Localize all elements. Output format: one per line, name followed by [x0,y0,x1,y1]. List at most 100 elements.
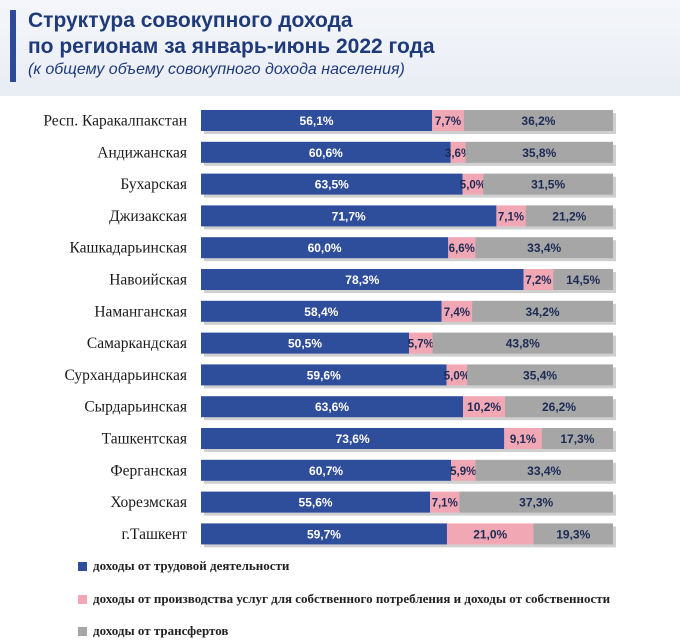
category-label: Андижанская [97,144,187,161]
bar-segment-labor [201,332,410,354]
bar-segment-labor [201,428,505,449]
category-label: Навоийская [109,272,187,289]
bar-segment-labor [201,491,431,513]
data-label-transfers: 36,2% [521,114,555,128]
bar-segment-services [463,396,506,418]
data-label-transfers: 37,3% [519,496,553,510]
data-label-transfers: 33,4% [527,241,561,255]
data-label-labor: 55,6% [299,496,333,510]
data-label-transfers: 33,4% [527,464,561,478]
bar-segment-labor [201,173,463,195]
bar-segment-services [446,364,468,386]
bar-segment-transfers [463,110,613,131]
data-label-labor: 78,3% [345,273,379,287]
bar-segment-labor [201,205,497,227]
bar-segment-labor [201,269,524,290]
data-label-labor: 50,5% [288,337,322,351]
data-label-services: 7,1% [498,211,524,223]
data-label-services: 5,0% [444,370,470,382]
data-label-transfers: 35,8% [522,146,556,160]
data-label-labor: 60,6% [309,146,343,160]
data-label-services: 10,2% [467,400,501,414]
data-label-transfers: 17,3% [560,432,594,446]
bar-segment-services [462,173,484,195]
data-label-transfers: 31,5% [531,178,565,192]
legend-swatch-labor [78,562,87,571]
bar-segment-services [523,269,554,290]
category-label: Кашкадарьинская [70,240,187,257]
category-label: Джизакская [109,208,187,225]
data-label-transfers: 26,2% [542,400,576,414]
legend-label-labor: доходы от трудовой деятельности [93,558,290,573]
bar-segment-transfers [475,237,613,259]
bar-segment-services [450,141,466,163]
data-label-transfers: 19,3% [556,527,590,541]
page-title-line-2: по регионам за январь-июнь 2022 года [28,35,435,58]
stacked-bar-chart: Респ. Каракалпакстан 56,1% 7,7% 36,2% Андижа… [43,110,616,548]
data-label-services: 3,6% [445,148,471,160]
data-label-services: 7,1% [432,498,458,510]
data-label-transfers: 21,2% [552,209,586,223]
data-label-labor: 58,4% [304,305,338,319]
data-label-labor: 56,1% [300,114,334,128]
bar-segment-services [441,300,473,322]
bar-segment-labor [201,237,449,259]
bar-segment-labor [201,141,451,163]
bar-segment-labor [201,396,464,418]
category-label: г.Ташкент [122,526,188,543]
bar-segment-services [451,459,476,481]
bar-segment-labor [201,459,452,481]
bar-segment-services [504,428,542,449]
data-label-labor: 59,6% [307,368,341,382]
page-subtitle: (к общему объему совокупного дохода насе… [28,61,405,78]
header-accent-bar [10,10,16,82]
data-label-services: 6,6% [449,243,475,255]
bar-segment-transfers [459,491,613,513]
bar-segment-services [496,205,526,227]
legend-label-transfers: доходы от трансфертов [93,623,229,638]
data-label-labor: 71,7% [332,209,366,223]
data-label-transfers: 14,5% [566,273,600,287]
data-label-services: 5,0% [460,180,486,192]
bar-segment-labor [201,523,447,545]
data-label-labor: 60,0% [308,241,342,255]
bar-segment-transfers [483,173,613,195]
bar-segment-labor [201,364,447,386]
data-label-labor: 63,5% [315,178,349,192]
category-label: Бухарская [120,176,187,193]
category-label: Респ. Каракалпакстан [43,113,187,130]
legend-swatch-transfers [78,627,87,636]
category-label: Самаркандская [87,335,187,352]
data-label-services: 7,4% [444,307,470,319]
bar-segment-services [448,237,476,259]
bar-segment-services [409,332,433,354]
header-panel: Структура совокупного дохода по регионам… [0,0,680,96]
category-label: Сырдарьинская [84,399,187,416]
legend-swatch-services [78,595,87,604]
data-label-labor: 63,6% [315,400,349,414]
data-label-services: 5,9% [450,466,476,478]
data-label-services: 9,1% [510,434,536,446]
data-label-services: 7,2% [525,275,551,287]
bar-segment-services [432,110,464,131]
bar-segment-transfers [472,300,613,322]
bar-segment-transfers [533,523,613,545]
bar-segment-labor [201,110,433,131]
data-label-services: 21,0% [473,527,507,541]
data-label-transfers: 35,4% [523,368,557,382]
category-label: Ферганская [110,462,187,479]
category-label: Ташкентская [102,431,187,448]
page-title-line-1: Структура совокупного дохода [28,9,353,32]
bar-segment-transfers [432,332,613,354]
bar-segment-transfers [475,459,613,481]
bar-segment-services [430,491,460,513]
bar-segment-services [446,523,534,545]
category-label: Наманганская [94,303,187,320]
data-label-labor: 60,7% [309,464,343,478]
legend-label-services: доходы от производства услуг для собстве… [93,591,611,606]
category-label: Сурхандарьинская [64,367,187,384]
bar-segment-transfers [505,396,613,418]
bar-segment-transfers [553,269,613,290]
bar-segment-transfers [525,205,613,227]
data-label-services: 7,7% [435,116,461,128]
